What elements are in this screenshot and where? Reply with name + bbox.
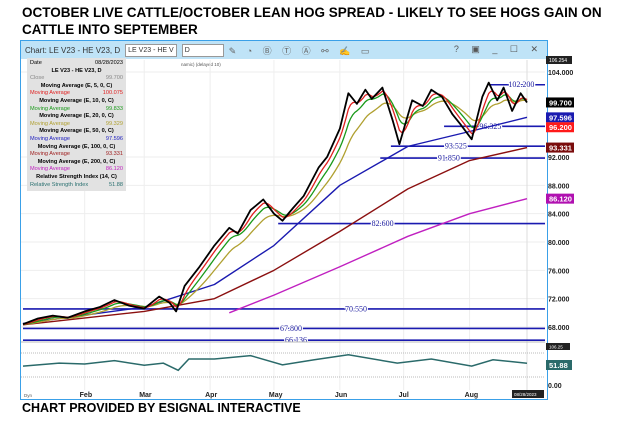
top-value-label: 106.254 — [549, 58, 567, 64]
rsi-bottom-label: 0.00 — [548, 383, 562, 390]
study-note: namic) (delayed 10) — [181, 62, 221, 67]
study-value-row: Moving Average 93.331 — [30, 151, 123, 159]
x-tick-label: May — [269, 392, 283, 399]
level-label: 102.200 — [508, 80, 534, 89]
top-value-badge — [546, 56, 572, 64]
study-value: 99.329 — [105, 120, 123, 127]
study-header: Moving Average (E, 20, 0, C) — [39, 113, 114, 120]
study-value: 93.331 — [105, 151, 123, 158]
price-badge — [546, 97, 574, 108]
study-label: Moving Average — [30, 105, 71, 112]
study-value-row: Relative Strength Index 51.88 — [30, 182, 123, 190]
footer: CHART PROVIDED BY ESIGNAL INTERACTIVE — [22, 401, 301, 415]
level-label: 82.600 — [372, 219, 394, 228]
rsi-line — [22, 354, 528, 372]
study-value: 97.596 — [105, 135, 123, 142]
rsi-top-label: 106.25 — [549, 345, 563, 350]
y-tick-label: 84.000 — [548, 212, 570, 219]
price-badge-label: 96.200 — [549, 123, 572, 132]
y-tick-label: 92.000 — [548, 155, 570, 162]
close-line — [22, 81, 528, 325]
x-tick-label: Apr — [205, 392, 217, 399]
title-bar: Chart: LE V23 - HE V23, D LE V23 - HE V … — [21, 41, 547, 59]
symbol-select[interactable]: LE V23 - HE V — [125, 43, 177, 57]
chart-title: Chart: LE V23 - HE V23, D — [25, 45, 121, 55]
study-header: Relative Strength Index (14, C) — [36, 173, 117, 180]
level-label: 93.525 — [445, 142, 467, 151]
study-value: 51.88 — [109, 181, 123, 188]
symbol-label: LE V23 - HE V23, D — [51, 67, 102, 74]
y-tick-label: 80.000 — [548, 240, 570, 247]
rsi-value-badge — [546, 360, 572, 370]
study-value-row: Close 99.700 — [30, 75, 123, 83]
study-label: Close — [30, 75, 45, 82]
y-tick-label: 76.000 — [548, 268, 570, 275]
study-label: Relative Strength Index — [30, 181, 89, 188]
study-value-row: Moving Average 99.833 — [30, 106, 123, 114]
study-label: Moving Average — [30, 151, 71, 158]
study-header: Moving Average (E, 5, 0, C) — [40, 82, 113, 89]
study-header: Moving Average (E, 10, 0, C) — [39, 97, 114, 104]
y-tick-label: 88.000 — [548, 183, 570, 190]
last-date-label: 08/28/2023 — [514, 392, 537, 397]
ema5-line — [22, 90, 528, 325]
study-label: Moving Average — [30, 120, 71, 127]
date-value: 08/28/2023 — [95, 60, 123, 66]
price-badge-label: 86.120 — [549, 195, 572, 204]
level-label: 91.850 — [438, 154, 460, 163]
level-label: 66.136 — [285, 336, 307, 345]
price-badge — [546, 112, 574, 123]
study-value: 86.120 — [105, 166, 123, 173]
date-label: Date — [30, 60, 42, 66]
y-tick-label: 68.000 — [548, 325, 570, 332]
level-label: 67.800 — [280, 324, 302, 333]
price-badge — [546, 193, 574, 204]
study-value-row: Moving Average 99.329 — [30, 121, 123, 129]
study-label: Moving Average — [30, 90, 71, 97]
study-label: Moving Average — [30, 135, 71, 142]
rsi-top-badge — [546, 343, 570, 350]
price-badge — [546, 122, 574, 133]
data-window: Date 08/28/2023 LE V23 - HE V23, D Close 9… — [27, 58, 126, 192]
study-value: 99.833 — [105, 105, 123, 112]
x-tick-label: Mar — [139, 392, 152, 399]
ema200-line — [229, 197, 528, 314]
level-label: 70.550 — [345, 304, 367, 313]
drawing-toolbar-icons[interactable]: ✎ ◔ Ⓑ Ⓣ Ⓐ ⚯ ✍ ▭ — [228, 45, 374, 56]
study-value-row: Moving Average 100.075 — [30, 90, 123, 98]
headline: OCTOBER LIVE CATTLE/OCTOBER LEAN HOG SPR… — [22, 5, 602, 37]
rsi-value-label: 51.88 — [549, 361, 568, 370]
price-badge-label: 99.700 — [549, 98, 572, 107]
window-controls[interactable]: ? ▣ _ ☐ ✕ — [453, 44, 543, 54]
x-first-label: Dyn — [24, 393, 32, 398]
study-value-row: Moving Average 97.596 — [30, 136, 123, 144]
study-label: Moving Average — [30, 166, 71, 173]
interval-select[interactable]: D — [181, 43, 224, 57]
price-badge — [546, 142, 574, 153]
x-tick-label: Jun — [335, 392, 347, 399]
price-badge-label: 93.331 — [549, 144, 572, 153]
study-header: Moving Average (E, 50, 0, C) — [39, 128, 114, 135]
x-tick-label: Feb — [80, 392, 92, 399]
study-header: Moving Average (E, 100, 0, C) — [37, 143, 116, 150]
study-value-row: Moving Average 86.120 — [30, 166, 123, 174]
y-tick-label: 72.000 — [548, 297, 570, 304]
last-date-badge — [512, 390, 544, 398]
price-badge-label: 97.596 — [549, 113, 572, 122]
y-tick-label: 104.000 — [548, 70, 573, 77]
ema100-line — [22, 146, 528, 326]
x-tick-label: Aug — [465, 392, 479, 399]
x-tick-label: Jul — [399, 392, 409, 399]
study-header: Moving Average (E, 200, 0, C) — [37, 158, 116, 165]
study-value: 99.700 — [105, 75, 123, 82]
study-value: 100.075 — [102, 90, 123, 97]
